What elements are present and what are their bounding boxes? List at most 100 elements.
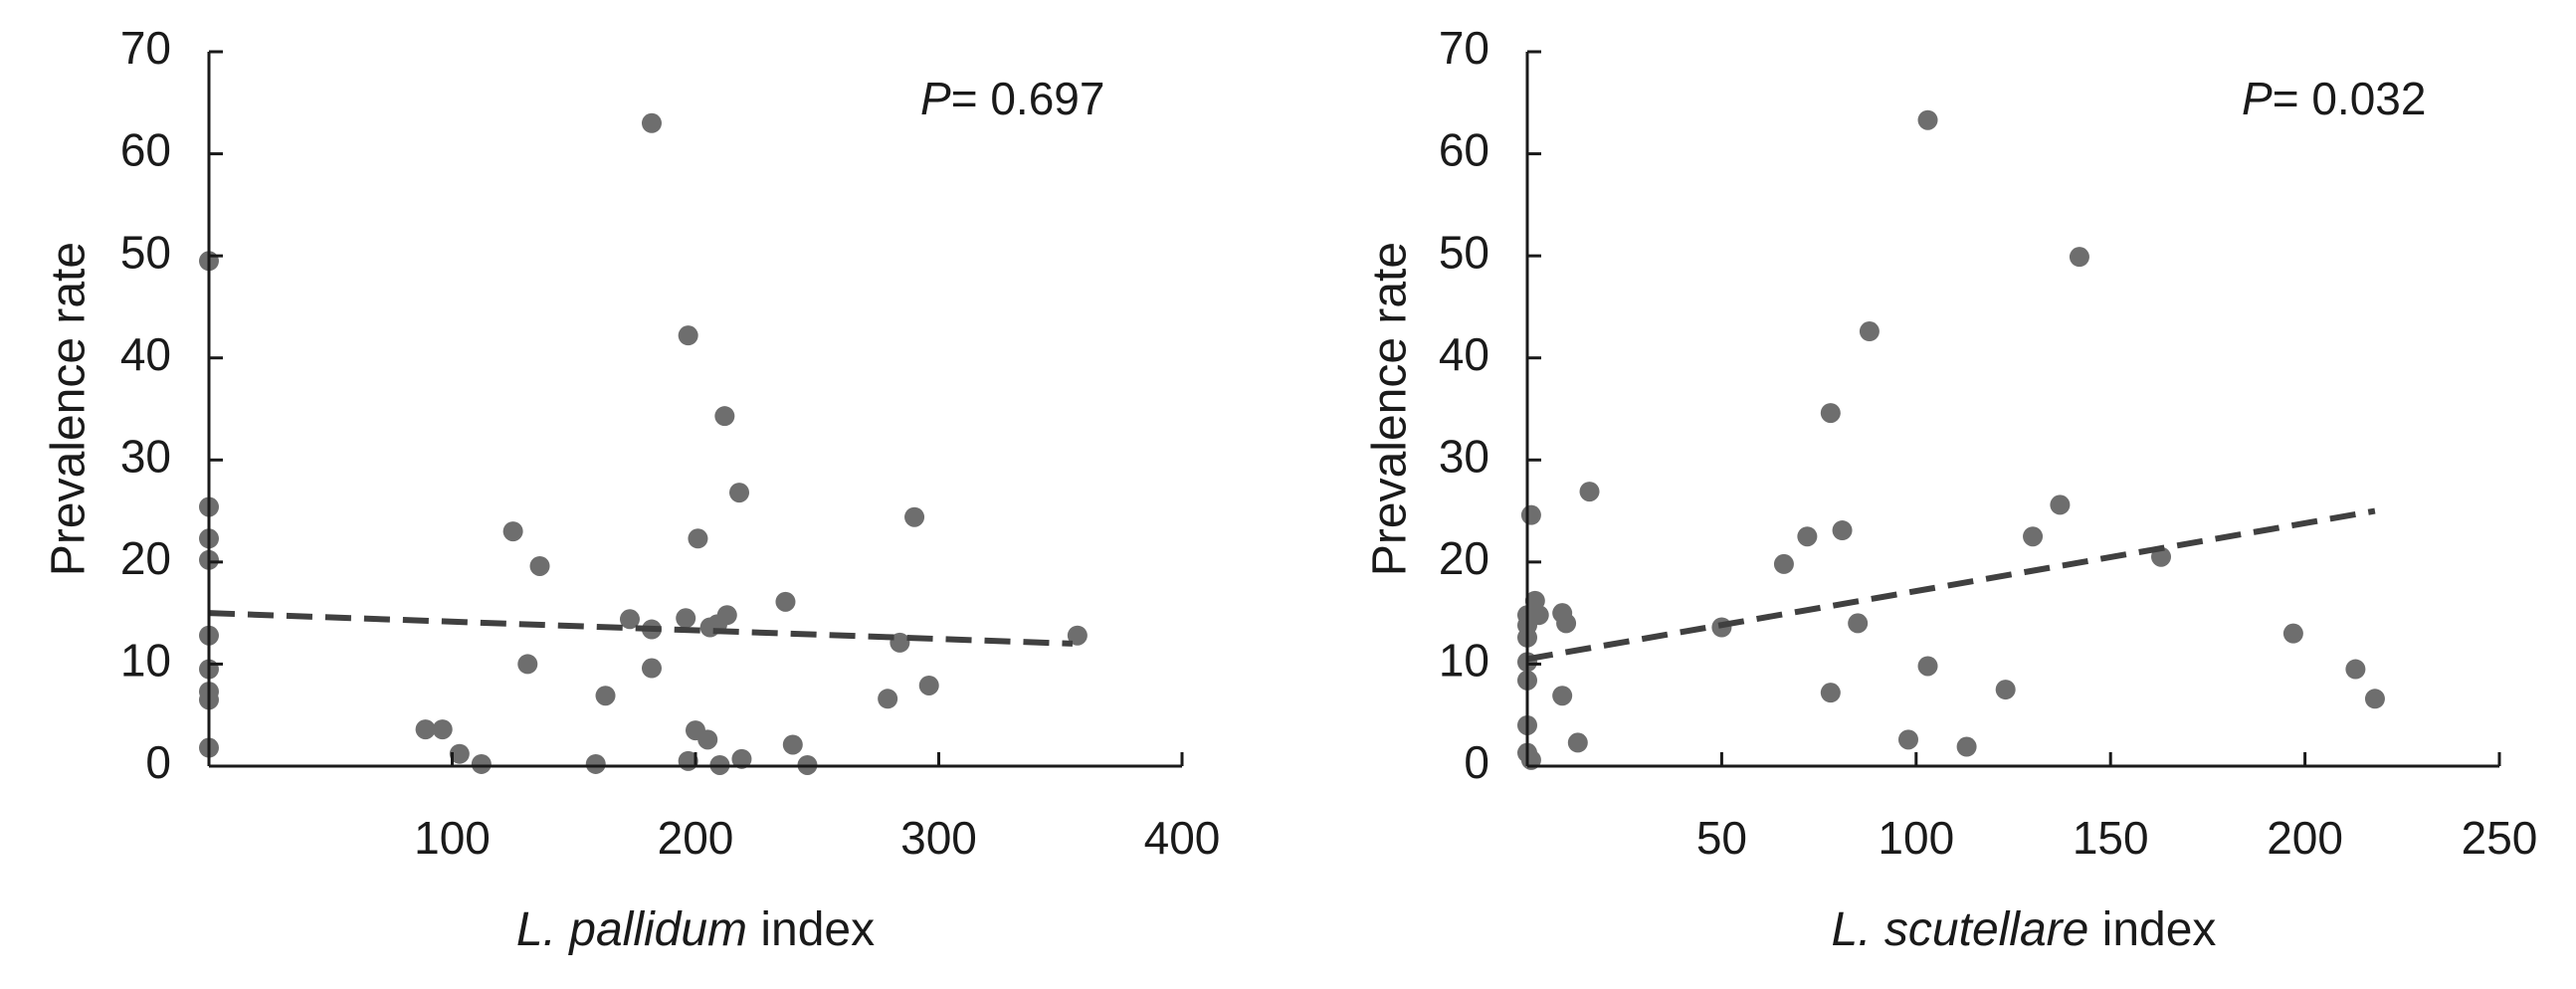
- left-x-axis-title: L. pallidum index: [516, 903, 875, 956]
- right-ticks: 0 10 20 30 40 50 60 70 50 100 150 200 250: [1439, 22, 2538, 864]
- left-data-point: [904, 506, 925, 527]
- right-p-symbol: P: [2242, 73, 2273, 124]
- right-data-point: [1820, 403, 1841, 424]
- left-data-point: [878, 689, 898, 709]
- left-data-point: [714, 406, 735, 427]
- right-data-point: [1556, 613, 1577, 634]
- right-data-point: [1917, 656, 1938, 677]
- right-x-axis-title-suffix: index: [2088, 903, 2216, 956]
- right-data-point: [1567, 732, 1588, 753]
- left-data-point: [688, 528, 708, 549]
- left-ticks: 0 10 20 30 40 50 60 70 100 200 300 400: [120, 22, 1221, 864]
- left-trendline-group: [208, 610, 1074, 647]
- left-marks: [199, 112, 1088, 775]
- left-y-tick-label: 50: [120, 226, 171, 278]
- left-y-tick-label: 60: [120, 124, 171, 176]
- right-scatter-chart: 0 10 20 30 40 50 60 70 50 100 150 200 250 Prevalence…: [1364, 22, 2538, 956]
- left-p-symbol: P: [920, 73, 951, 124]
- right-x-tick-label: 200: [2267, 812, 2343, 864]
- right-data-point: [1520, 504, 1541, 525]
- left-data-point: [585, 753, 606, 774]
- right-data-point: [1917, 109, 1938, 130]
- right-axes: [1525, 52, 2499, 768]
- left-data-point: [731, 748, 752, 769]
- left-data-point: [1067, 625, 1088, 646]
- right-y-tick-label: 20: [1439, 532, 1489, 584]
- left-y-axis-title: Prevalence rate: [43, 242, 96, 576]
- left-data-point: [415, 719, 436, 740]
- right-data-point: [1848, 613, 1869, 634]
- right-trendline-group: [1526, 507, 2376, 663]
- left-y-tick-label: 70: [120, 22, 171, 74]
- left-data-point: [517, 654, 538, 675]
- right-data-point: [2050, 494, 2071, 515]
- left-data-point: [641, 112, 662, 133]
- left-data-point: [890, 632, 910, 653]
- left-data-point: [782, 734, 803, 755]
- right-x-tick-label: 250: [2462, 812, 2538, 864]
- right-y-tick-label: 50: [1439, 226, 1489, 278]
- left-p-value: = 0.697: [951, 73, 1105, 124]
- left-x-tick-label: 200: [658, 812, 734, 864]
- left-y-tick-label: 10: [120, 635, 171, 687]
- right-y-tick-label: 30: [1439, 430, 1489, 482]
- right-y-tick-label: 0: [1464, 736, 1489, 788]
- right-y-tick-label: 60: [1439, 124, 1489, 176]
- right-data-point: [1995, 680, 2016, 700]
- left-data-point: [775, 591, 796, 612]
- left-x-tick-label: 300: [900, 812, 977, 864]
- left-x-axis-title-suffix: index: [747, 903, 875, 956]
- left-data-point: [729, 483, 750, 503]
- left-data-point: [432, 719, 453, 740]
- left-data-point: [449, 743, 470, 764]
- right-data-point: [2364, 689, 2385, 709]
- right-data-point: [2069, 247, 2089, 268]
- right-data-point: [1552, 686, 1573, 706]
- right-y-tick-label: 10: [1439, 635, 1489, 687]
- right-x-tick-label: 100: [1878, 812, 1954, 864]
- left-data-point: [716, 605, 737, 626]
- right-marks: [1517, 109, 2385, 770]
- right-data-point: [2023, 526, 2044, 547]
- right-data-point: [1797, 526, 1818, 547]
- left-y-tick-label: 30: [120, 430, 171, 482]
- right-x-axis-title-species: L. scutellare: [1832, 903, 2089, 956]
- left-data-point: [619, 609, 640, 630]
- right-p-value-annotation: P= 0.032: [2242, 73, 2426, 124]
- left-data-point: [641, 658, 662, 679]
- right-data-point: [1579, 482, 1600, 502]
- right-x-axis-title: L. scutellare index: [1832, 903, 2217, 956]
- left-trendline: [208, 610, 1074, 647]
- right-data-point: [1773, 553, 1794, 574]
- right-p-value: = 0.032: [2273, 73, 2427, 124]
- right-data-point: [1832, 520, 1853, 541]
- right-y-axis-title: Prevalence rate: [1364, 242, 1417, 576]
- left-x-tick-label: 400: [1144, 812, 1221, 864]
- left-x-axis-title-species: L. pallidum: [516, 903, 747, 956]
- right-trendline: [1526, 507, 2376, 663]
- left-y-tick-label: 40: [120, 328, 171, 380]
- left-data-point: [502, 521, 523, 542]
- right-data-point: [1956, 736, 1977, 757]
- right-y-tick-label: 40: [1439, 328, 1489, 380]
- right-data-point: [1859, 321, 1880, 342]
- left-data-point: [529, 555, 550, 576]
- left-axes: [207, 52, 1182, 768]
- right-x-tick-label: 50: [1696, 812, 1747, 864]
- left-data-point: [676, 608, 696, 629]
- left-data-point: [678, 325, 698, 346]
- left-y-tick-label: 0: [145, 736, 171, 788]
- right-y-tick-label: 70: [1439, 22, 1489, 74]
- left-data-point: [697, 729, 718, 750]
- right-data-point: [2345, 659, 2366, 680]
- right-data-point: [2282, 623, 2303, 644]
- left-data-point: [918, 675, 939, 695]
- left-data-point: [471, 753, 492, 774]
- left-data-point: [595, 686, 616, 706]
- left-y-tick-label: 20: [120, 532, 171, 584]
- right-data-point: [1820, 683, 1841, 703]
- right-x-tick-label: 150: [2073, 812, 2149, 864]
- right-data-point: [1897, 729, 1918, 750]
- left-p-value-annotation: P= 0.697: [920, 73, 1104, 124]
